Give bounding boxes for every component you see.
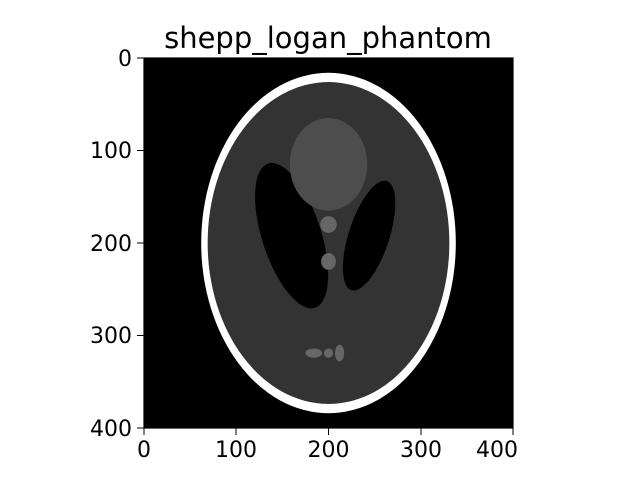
x-tick-label: 100: [215, 438, 257, 463]
phantom-dark-right: [342, 180, 396, 291]
phantom-dark-left: [255, 162, 329, 309]
x-tick-label: 0: [137, 438, 151, 463]
phantom-shapes: [201, 72, 456, 414]
phantom-spot-bottom-mid: [323, 348, 334, 358]
y-tick-label: 300: [90, 324, 132, 349]
x-tick-label: 400: [476, 438, 518, 463]
figure-title: shepp_logan_phantom: [164, 21, 492, 55]
phantom-spot-bottom-left: [305, 348, 323, 358]
y-tick-label: 100: [90, 139, 132, 164]
x-tick-label: 200: [308, 438, 350, 463]
y-tick-label: 0: [118, 47, 132, 72]
phantom-light-top: [289, 118, 368, 211]
phantom-brain: [207, 82, 450, 404]
phantom-spot-upper: [320, 216, 337, 233]
x-tick-label: 300: [400, 438, 442, 463]
y-tick-label: 200: [90, 232, 132, 257]
phantom-spot-bottom-right: [334, 344, 345, 362]
phantom-spot-middle: [321, 253, 336, 270]
phantom-image: [144, 58, 513, 428]
y-axis: 0 100 200 300 400: [90, 47, 144, 442]
x-axis: 0 100 200 300 400: [137, 428, 518, 463]
y-tick-label: 400: [90, 417, 132, 442]
